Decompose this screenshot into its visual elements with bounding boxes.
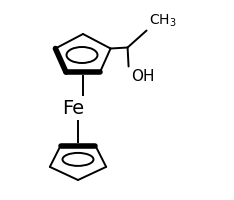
Text: OH: OH: [132, 69, 155, 84]
Text: CH$_3$: CH$_3$: [149, 12, 177, 29]
Text: Fe: Fe: [62, 98, 84, 117]
